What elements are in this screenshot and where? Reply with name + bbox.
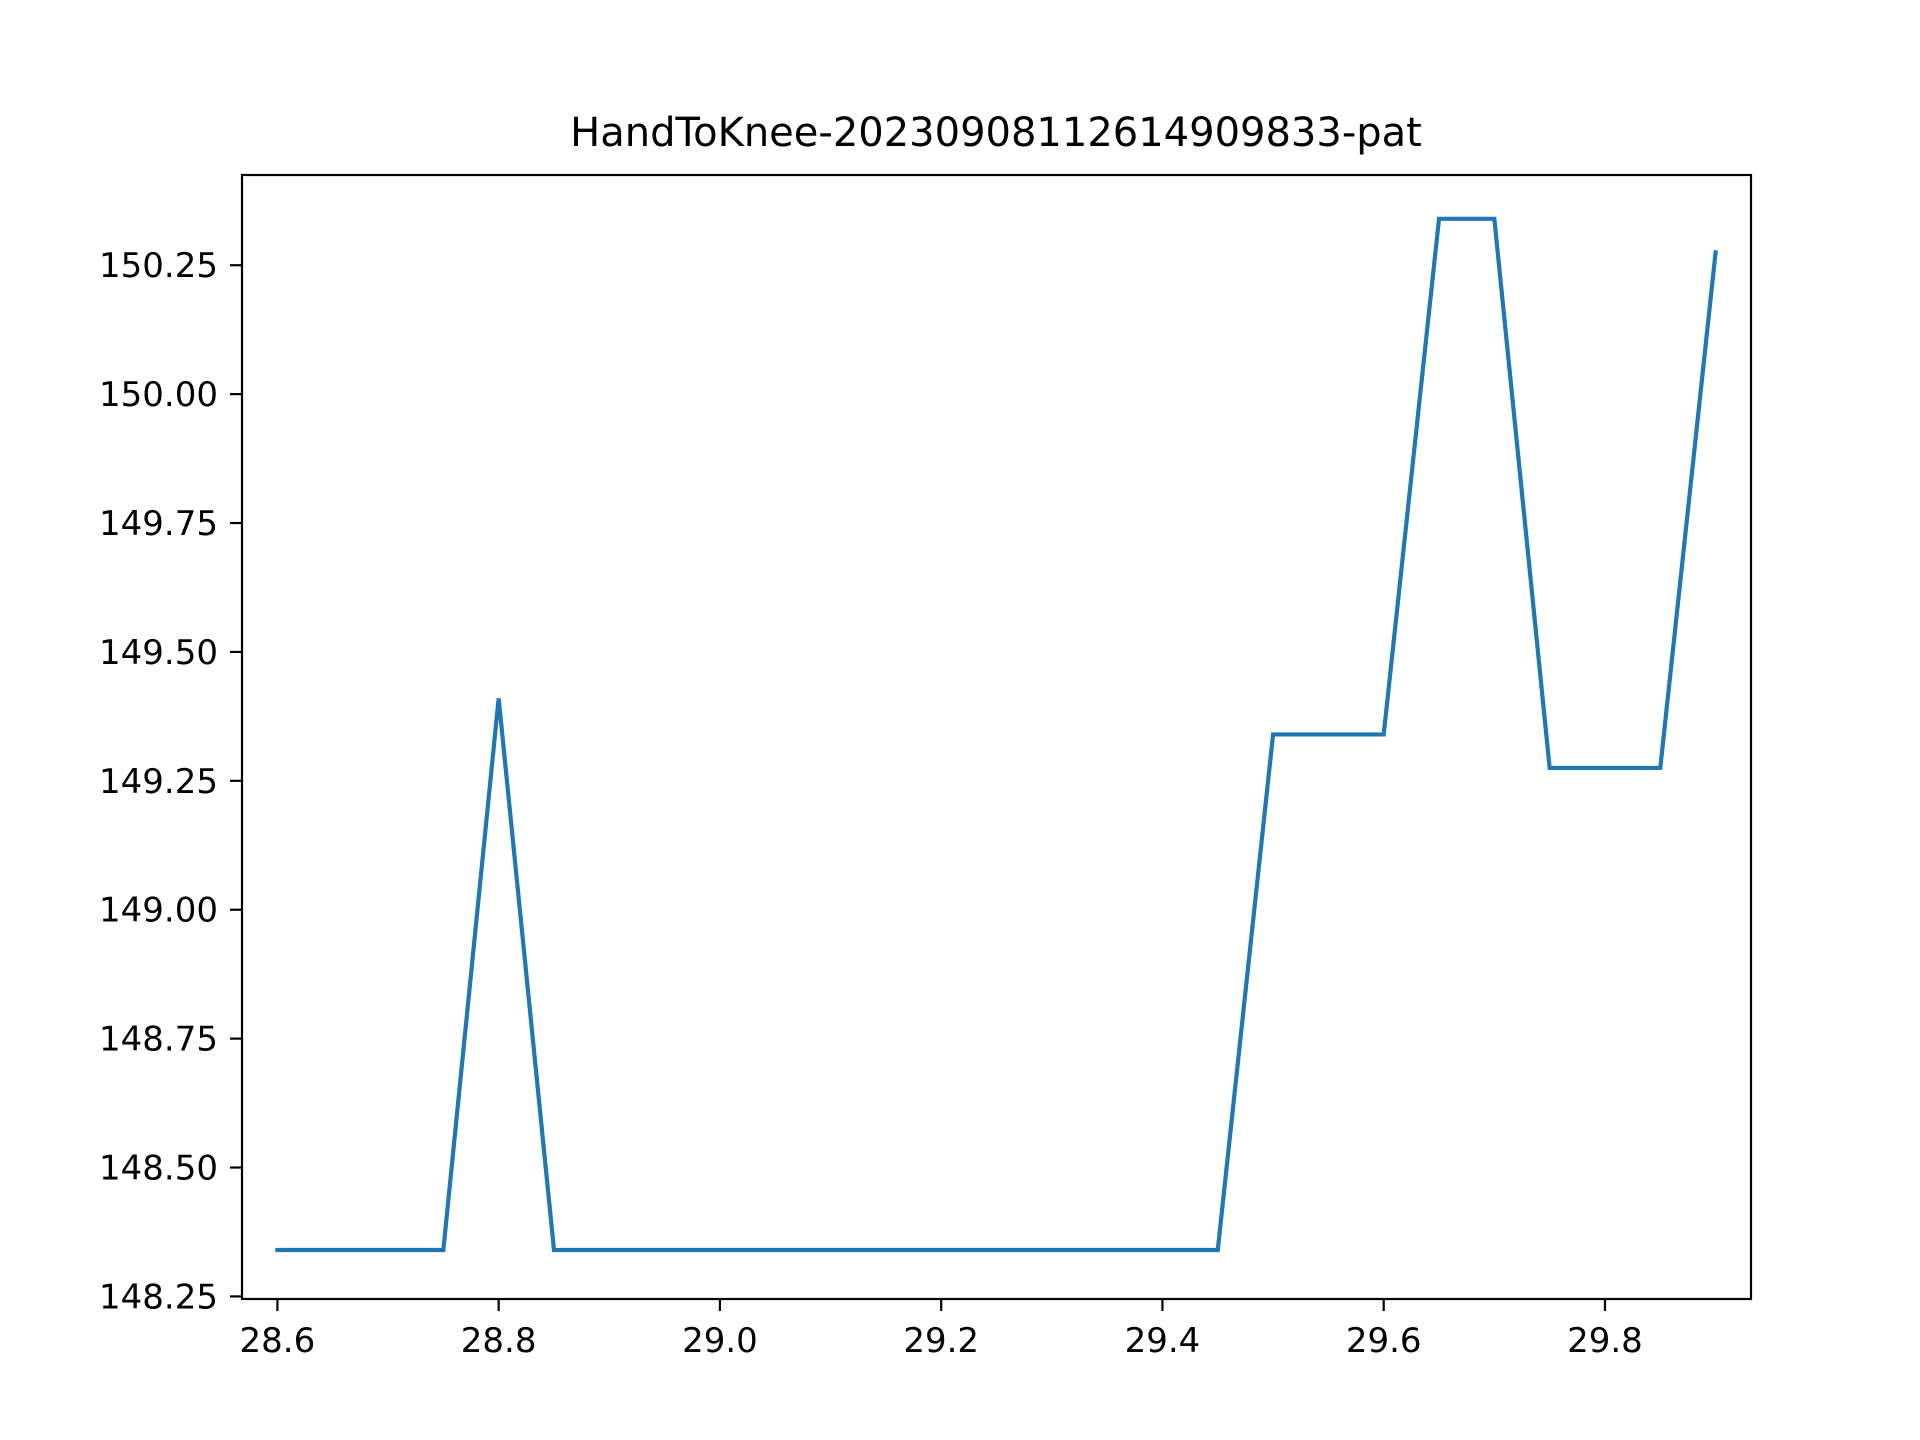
series-line-0 (275, 216, 1718, 1253)
x-tick-label: 29.6 (1346, 1321, 1422, 1361)
plot-area (275, 216, 1718, 1253)
x-axis: 28.6 28.8 29.0 29.2 29.4 29.6 29.8 (240, 1299, 1643, 1361)
x-tick-label: 29.4 (1125, 1321, 1201, 1361)
y-tick-label: 148.50 (99, 1149, 218, 1189)
y-axis: 148.25 148.50 148.75 149.00 149.25 149.50 149.… (99, 246, 242, 1317)
chart-title: HandToKnee-20230908112614909833-pat (570, 110, 1422, 156)
y-tick-label: 149.00 (99, 891, 218, 931)
y-tick-label: 150.00 (99, 375, 218, 415)
axes-frame (240, 173, 1753, 1301)
y-tick-label: 148.75 (99, 1020, 218, 1060)
x-tick-label: 28.8 (461, 1321, 537, 1361)
y-tick-label: 149.75 (99, 504, 218, 544)
x-tick-label: 29.0 (682, 1321, 758, 1361)
y-tick-label: 148.25 (99, 1277, 218, 1317)
x-tick-label: 29.8 (1567, 1321, 1643, 1361)
y-tick-label: 150.25 (99, 246, 218, 286)
x-tick-label: 28.6 (240, 1321, 316, 1361)
y-tick-label: 149.50 (99, 633, 218, 673)
x-tick-label: 29.2 (903, 1321, 979, 1361)
y-tick-label: 149.25 (99, 762, 218, 802)
